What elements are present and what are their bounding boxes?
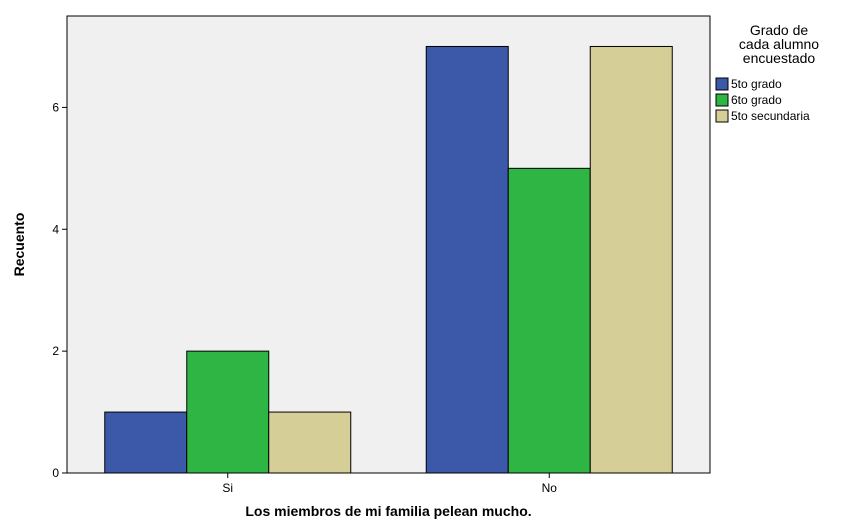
legend-swatch bbox=[715, 77, 729, 91]
legend-title-line-3: encuestado bbox=[743, 50, 816, 66]
bar-5to-grado-no bbox=[425, 45, 509, 474]
x-axis-title: Los miembros de mi familia pelean mucho. bbox=[245, 503, 531, 519]
legend-label: 5to grado bbox=[731, 77, 782, 91]
bar-5to-secundaria-no bbox=[589, 45, 673, 474]
x-axis: Si No bbox=[222, 473, 557, 495]
legend-label: 5to secundaria bbox=[731, 109, 810, 123]
y-axis: 0 2 4 6 bbox=[52, 100, 67, 480]
legend-title-line-2: cada alumno bbox=[739, 36, 819, 52]
x-tick-label: No bbox=[542, 481, 558, 495]
y-tick-label: 2 bbox=[52, 344, 59, 358]
y-axis-title: Recuento bbox=[11, 213, 27, 277]
legend: Grado de cada alumno encuestado 5to grad… bbox=[715, 22, 819, 123]
bar-5to-grado-si bbox=[104, 411, 188, 474]
legend-title-line-1: Grado de bbox=[750, 22, 809, 38]
legend-label: 6to grado bbox=[731, 93, 782, 107]
bar-6to-grado-no bbox=[507, 167, 591, 474]
y-tick-label: 4 bbox=[52, 222, 59, 236]
y-tick-label: 0 bbox=[52, 466, 59, 480]
legend-swatch bbox=[715, 93, 729, 107]
y-tick-label: 6 bbox=[52, 100, 59, 114]
bar-6to-grado-si bbox=[186, 350, 270, 474]
bar-5to-secundaria-si bbox=[268, 411, 352, 474]
x-tick-label: Si bbox=[222, 481, 233, 495]
bars-group bbox=[104, 45, 673, 474]
legend-swatch bbox=[715, 109, 729, 123]
